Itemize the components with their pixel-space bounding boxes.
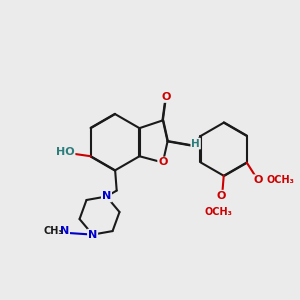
- Text: OCH₃: OCH₃: [266, 175, 294, 184]
- Text: N: N: [60, 226, 69, 236]
- Text: HO: HO: [56, 147, 74, 157]
- Text: OCH₃: OCH₃: [205, 207, 232, 217]
- Text: CH₃: CH₃: [43, 226, 63, 236]
- Text: O: O: [158, 158, 168, 167]
- Text: O: O: [161, 92, 171, 102]
- Text: N: N: [102, 191, 111, 202]
- Text: O: O: [217, 191, 226, 201]
- Text: H: H: [191, 139, 200, 148]
- Text: O: O: [254, 175, 263, 185]
- Text: N: N: [88, 230, 97, 240]
